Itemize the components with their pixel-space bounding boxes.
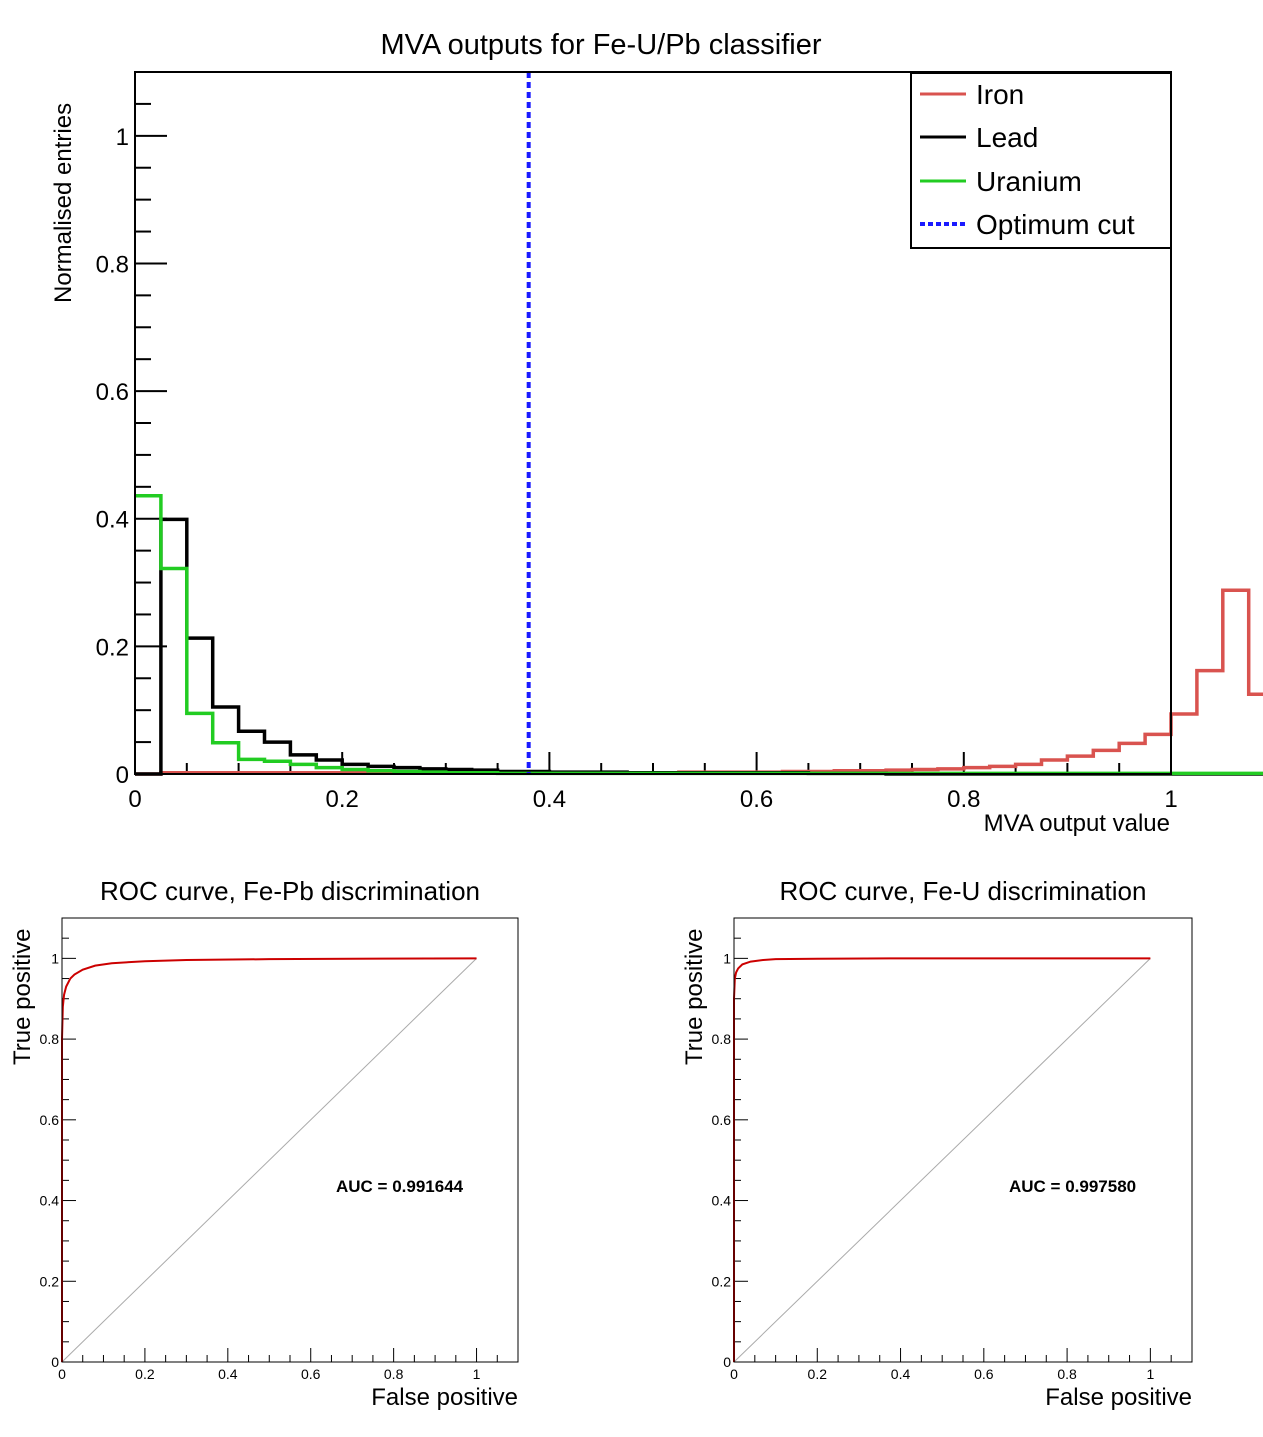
x-tick-label: 0.8 [947, 786, 980, 813]
roc-fe-u-auc-annotation: AUC = 0.997580 [1009, 1177, 1136, 1196]
series-uranium-histogram [135, 494, 1263, 776]
histogram-x-axis-label: MVA output value [984, 810, 1170, 837]
y-tick-label: 0 [51, 1354, 59, 1370]
histogram-frame [134, 71, 1172, 775]
y-tick-label: 0.8 [40, 1031, 60, 1047]
legend-entry-lead: Lead [920, 122, 1038, 153]
x-tick-label: 0.8 [384, 1366, 404, 1382]
roc-fe-u-x-axis-label: False positive [1045, 1384, 1192, 1411]
x-tick-label: 0 [730, 1366, 738, 1382]
y-tick-label: 0 [116, 762, 129, 789]
y-tick-label: 0.8 [712, 1031, 732, 1047]
x-tick-label: 0.8 [1057, 1366, 1077, 1382]
roc-fe-pb-title: ROC curve, Fe-Pb discrimination [100, 876, 480, 906]
legend-entry-iron: Iron [920, 79, 1024, 110]
legend-label-lead: Lead [976, 122, 1038, 153]
y-tick-label: 1 [723, 950, 731, 966]
x-tick-label: 0.4 [218, 1366, 238, 1382]
x-tick-label: 0 [58, 1366, 66, 1382]
roc-fe-u-frame [733, 917, 1193, 1363]
legend-label-optimum-cut: Optimum cut [976, 209, 1135, 240]
x-tick-label: 0.4 [891, 1366, 911, 1382]
y-tick-label: 1 [51, 950, 59, 966]
y-tick-label: 0.4 [712, 1193, 732, 1209]
histogram-legend: Iron Lead Uranium Optimum cut [910, 72, 1172, 249]
legend-box [910, 72, 1172, 249]
histogram-y-axis-label: Normalised entries [50, 103, 77, 303]
x-tick-label: 0.2 [808, 1366, 828, 1382]
x-tick-label: 0.6 [301, 1366, 321, 1382]
y-tick-label: 0.6 [40, 1112, 60, 1128]
legend-entry-uranium: Uranium [920, 166, 1082, 197]
roc-fe-pb-plot-area: 0 0.2 0.4 0.6 0.8 1 0 0.2 0.4 0.6 0.8 1 [40, 917, 519, 1382]
x-tick-label: 0.2 [135, 1366, 155, 1382]
histogram-title: MVA outputs for Fe-U/Pb classifier [380, 29, 821, 61]
x-tick-label: 1 [473, 1366, 481, 1382]
series-lead-histogram [135, 517, 1263, 776]
series-iron-histogram [135, 588, 1263, 776]
random-classifier-diagonal [61, 958, 477, 1363]
roc-fe-u-y-axis-label: True positive [681, 929, 708, 1066]
roc-curve [733, 957, 1151, 1362]
x-tick-label: 0 [128, 786, 141, 813]
roc-fe-u-panel: ROC curve, Fe-U discrimination 0 0.2 0.4 0.… [681, 876, 1193, 1411]
x-tick-label: 0.2 [326, 786, 359, 813]
roc-curve [61, 957, 477, 1362]
mva-histogram-panel: MVA outputs for Fe-U/Pb classifier 0 0.2 0… [50, 29, 1263, 837]
legend-label-iron: Iron [976, 79, 1024, 110]
x-tick-label: 1 [1164, 786, 1177, 813]
y-tick-label: 0.6 [712, 1112, 732, 1128]
y-tick-label: 0.4 [40, 1193, 60, 1209]
x-tick-label: 0.6 [740, 786, 773, 813]
y-tick-label: 0.8 [96, 251, 129, 278]
y-tick-label: 0.2 [712, 1273, 732, 1289]
roc-fe-u-plot-area: 0 0.2 0.4 0.6 0.8 1 0 0.2 0.4 0.6 0.8 1 [712, 917, 1193, 1382]
x-tick-label: 0.4 [533, 786, 566, 813]
x-tick-label: 0.6 [974, 1366, 994, 1382]
y-tick-label: 0.4 [96, 507, 129, 534]
roc-fe-u-title: ROC curve, Fe-U discrimination [780, 876, 1147, 906]
legend-entry-optimum-cut: Optimum cut [920, 209, 1135, 240]
roc-fe-pb-panel: ROC curve, Fe-Pb discrimination 00.20.40… [9, 876, 519, 1411]
y-tick-label: 1 [116, 124, 129, 151]
roc-fe-pb-y-axis-label: True positive [9, 929, 36, 1066]
y-tick-label: 0.2 [40, 1273, 60, 1289]
y-tick-label: 0.2 [96, 634, 129, 661]
roc-fe-pb-auc-annotation: AUC = 0.991644 [336, 1177, 464, 1196]
y-tick-label: 0.6 [96, 379, 129, 406]
roc-fe-pb-x-axis-label: False positive [371, 1384, 518, 1411]
legend-label-uranium: Uranium [976, 166, 1082, 197]
roc-fe-pb-frame [61, 917, 519, 1363]
y-tick-label: 0 [723, 1354, 731, 1370]
random-classifier-diagonal [733, 958, 1151, 1363]
x-tick-label: 1 [1146, 1366, 1154, 1382]
